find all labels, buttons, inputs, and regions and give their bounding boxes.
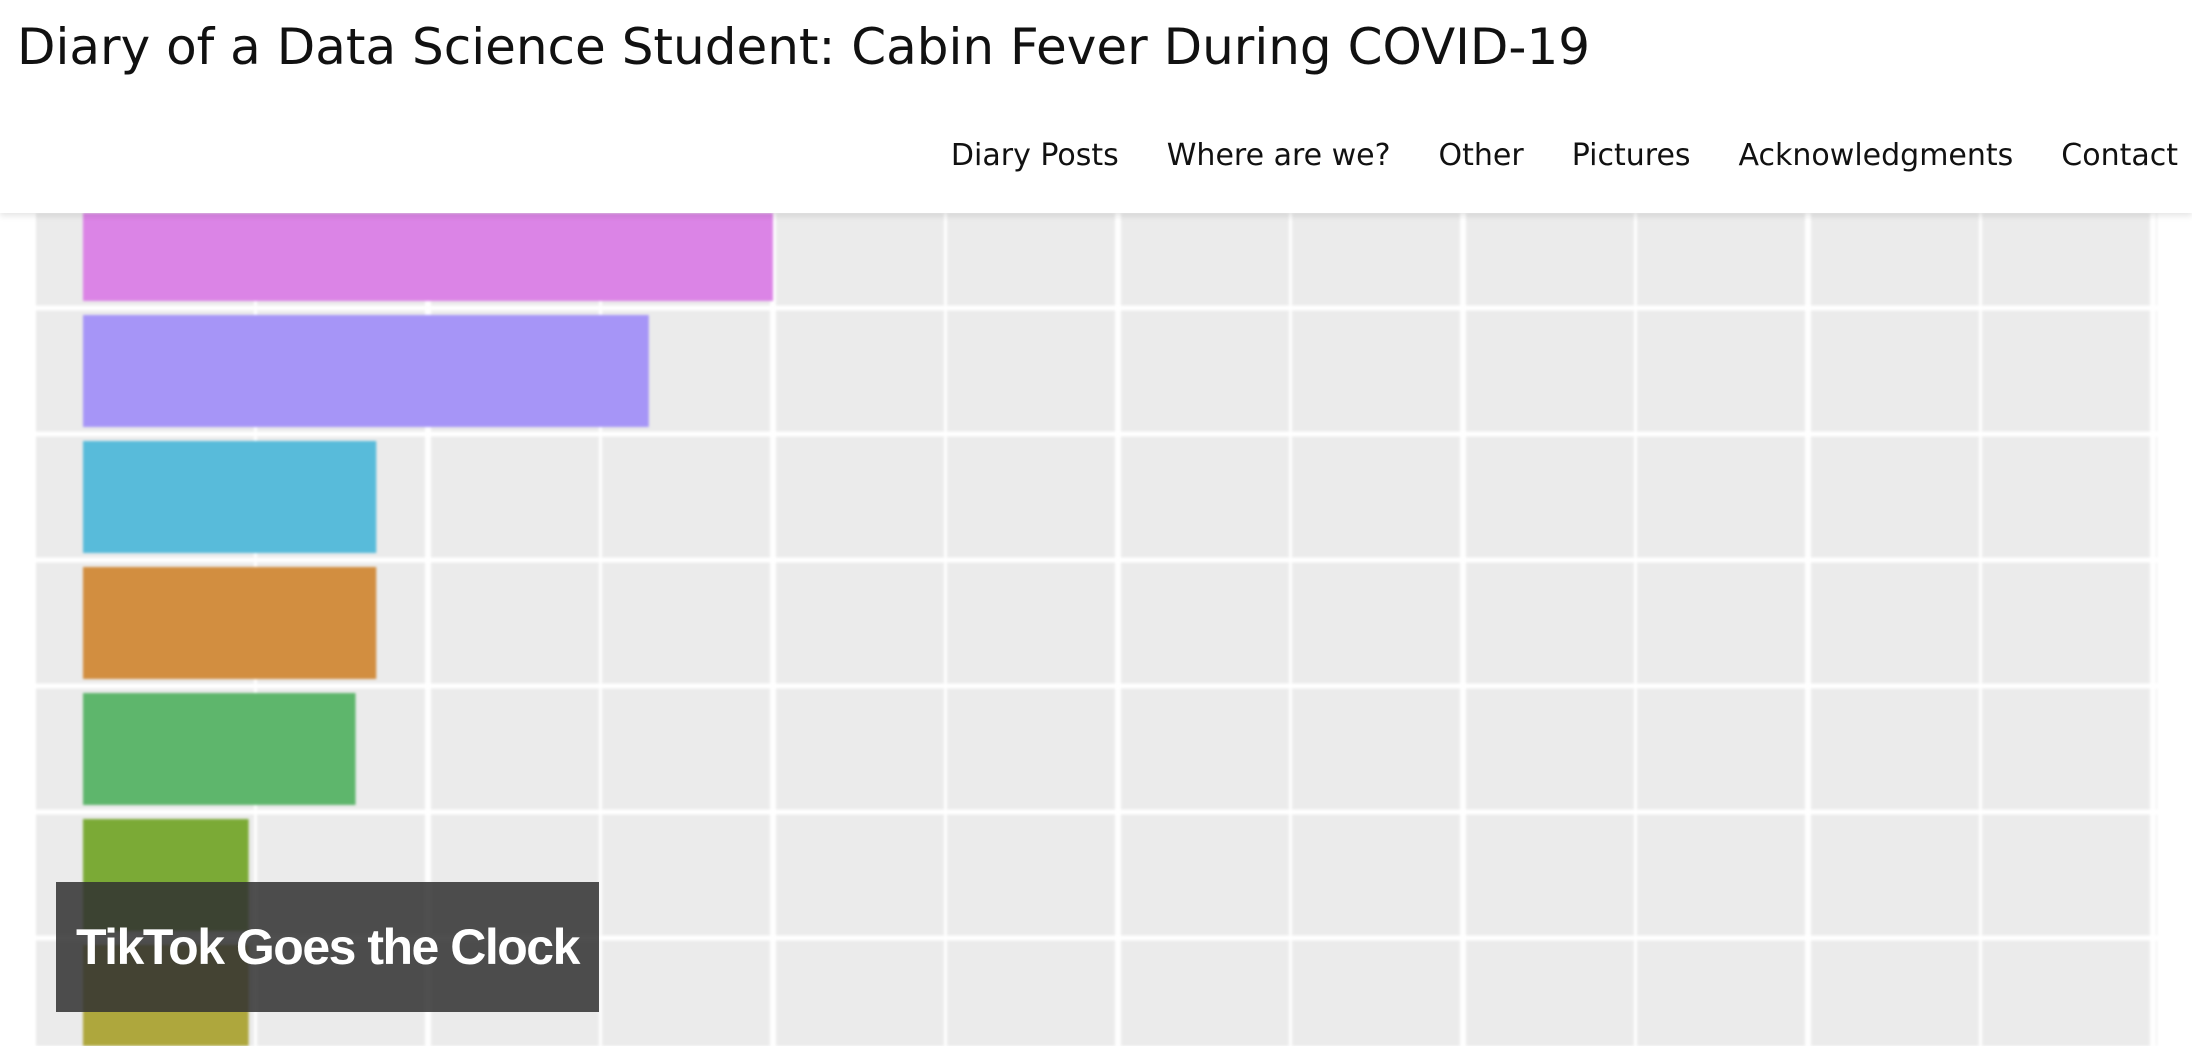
nav-other[interactable]: Other xyxy=(1438,138,1524,173)
nav-contact[interactable]: Contact xyxy=(2061,138,2178,173)
nav-acknowledgments[interactable]: Acknowledgments xyxy=(1738,138,2014,173)
chart-bar xyxy=(83,693,356,805)
site-header: Diary of a Data Science Student: Cabin F… xyxy=(0,0,2192,213)
featured-post-hero[interactable]: TikTok Goes the Clock xyxy=(0,213,2192,1046)
chart-bar xyxy=(83,213,773,301)
nav-diary-posts[interactable]: Diary Posts xyxy=(950,138,1119,173)
nav-where-are-we[interactable]: Where are we? xyxy=(1166,138,1391,173)
nav-pictures[interactable]: Pictures xyxy=(1571,138,1691,173)
chart-bar xyxy=(83,567,377,679)
main-nav: Diary Posts Where are we? Other Pictures… xyxy=(951,132,2178,180)
post-title[interactable]: TikTok Goes the Clock xyxy=(76,919,580,975)
chart-bar xyxy=(83,315,649,427)
post-caption[interactable]: TikTok Goes the Clock xyxy=(56,882,599,1012)
site-title[interactable]: Diary of a Data Science Student: Cabin F… xyxy=(17,18,1591,76)
chart-bar xyxy=(83,441,377,553)
